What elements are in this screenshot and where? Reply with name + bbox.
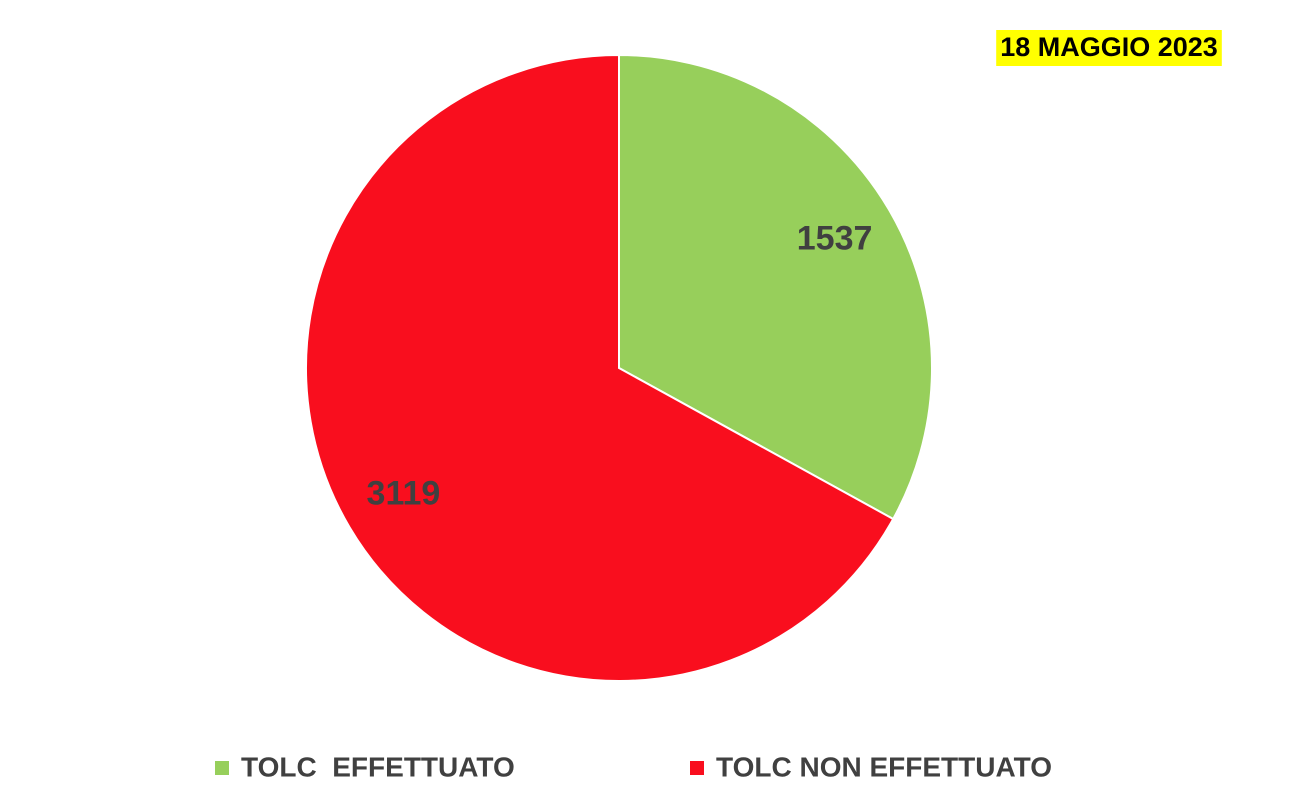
- pie-slice: [305, 53, 895, 682]
- legend-swatch: [215, 761, 229, 775]
- data-label: 1537: [797, 220, 873, 258]
- pie-slice: [618, 53, 933, 521]
- chart-title: 18 MAGGIO 2023: [1000, 32, 1218, 62]
- legend-swatch: [690, 761, 704, 775]
- data-label: 3119: [367, 474, 441, 512]
- legend-text: TOLC EFFETTUATO: [241, 751, 515, 782]
- title-highlight: [996, 30, 1222, 66]
- legend-text: TOLC NON EFFETTUATO: [716, 751, 1052, 782]
